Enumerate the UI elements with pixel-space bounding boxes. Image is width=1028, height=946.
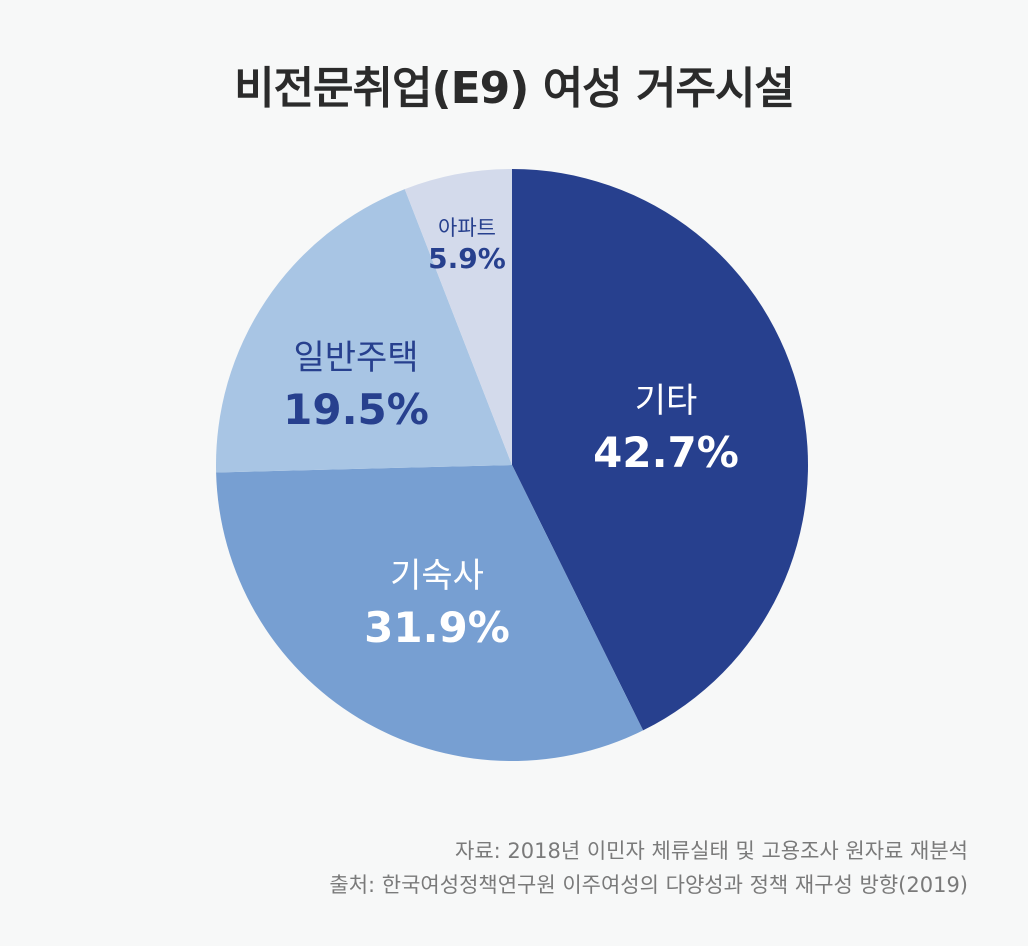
label-house-name: 일반주택 [293,338,419,378]
label-etc-pct: 42.7% [593,428,739,477]
label-house-pct: 19.5% [283,385,429,434]
label-apt-name: 아파트 [438,216,496,240]
label-dorm-name: 기숙사 [390,556,484,596]
source-line-1: 자료: 2018년 이민자 체류실태 및 고용조사 원자료 재분석 [455,839,968,863]
pie-slice-1 [216,465,644,761]
label-dorm: 기숙사 31.9% [364,548,510,652]
chart-title: 비전문취업(E9) 여성 거주시설 [234,63,795,114]
pie-slice-0 [512,169,808,731]
label-apt-pct: 5.9% [428,242,506,275]
source-note: 자료: 2018년 이민자 체류실태 및 고용조사 원자료 재분석 출처: 한국… [329,834,968,902]
label-apt: 아파트 5.9% [428,212,506,275]
label-etc-name: 기타 [634,381,698,421]
pie-slice-2 [215,189,512,473]
pie-slice-3 [404,169,512,465]
label-house: 일반주택 19.5% [283,330,429,434]
label-dorm-pct: 31.9% [364,603,510,652]
label-etc: 기타 42.7% [593,373,739,477]
source-line-2: 출처: 한국여성정책연구원 이주여성의 다양성과 정책 재구성 방향(2019) [329,873,969,897]
